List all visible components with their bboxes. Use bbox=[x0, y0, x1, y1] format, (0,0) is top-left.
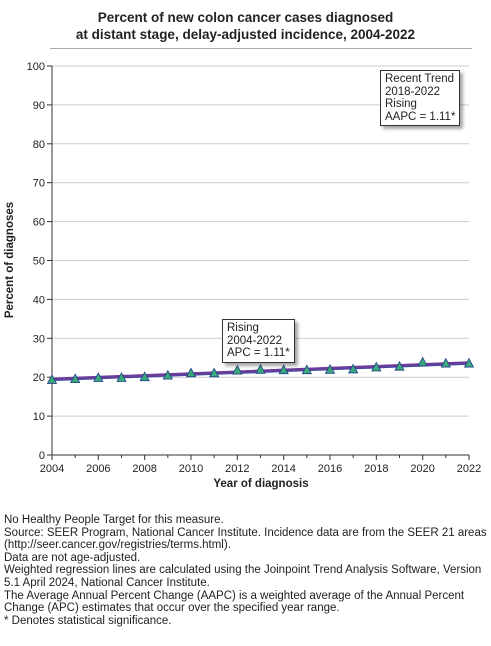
data-point-2018 bbox=[371, 361, 382, 372]
x-tick-label-2008: 2008 bbox=[132, 463, 156, 475]
data-point-2021 bbox=[440, 357, 451, 368]
y-tick-label-70: 70 bbox=[33, 178, 45, 190]
y-axis-title: Percent of diagnoses bbox=[4, 202, 16, 318]
recent-trend-line-1: Recent Trend bbox=[385, 73, 455, 85]
x-tick-label-2016: 2016 bbox=[318, 463, 342, 475]
data-point-2015 bbox=[301, 364, 312, 375]
footnotes: No Healthy People Target for this measur… bbox=[4, 514, 488, 627]
chart-title-line-1: Percent of new colon cancer cases diagno… bbox=[97, 10, 394, 25]
x-tick-label-2012: 2012 bbox=[225, 463, 249, 475]
observed-points bbox=[46, 356, 475, 384]
recent-trend-line-2: 2018-2022 bbox=[385, 85, 440, 98]
data-point-2011 bbox=[209, 367, 220, 378]
x-tick-label-2010: 2010 bbox=[179, 463, 203, 475]
chart-title: Percent of new colon cancer cases diagno… bbox=[0, 9, 491, 43]
recent-trend-line-4: AAPC = 1.11* bbox=[385, 110, 456, 123]
data-point-2019 bbox=[394, 360, 405, 371]
data-point-2007 bbox=[116, 372, 127, 382]
footnote-2: Source: SEER Program, National Cancer In… bbox=[4, 526, 487, 552]
y-tick-label-90: 90 bbox=[33, 100, 45, 112]
data-point-2004 bbox=[46, 374, 58, 384]
footnote-6: * Denotes statistical significance. bbox=[4, 614, 172, 627]
y-tick-label-30: 30 bbox=[33, 333, 45, 345]
segment-trend-annotation: Rising 2004-2022 APC = 1.11* bbox=[222, 319, 295, 363]
data-point-2008 bbox=[139, 371, 150, 382]
y-tick-label-60: 60 bbox=[33, 217, 45, 229]
recent-trend-annotation: Recent Trend 2018-2022 Rising AAPC = 1.1… bbox=[380, 70, 461, 126]
x-axis-title: Year of diagnosis bbox=[213, 478, 308, 490]
title-divider bbox=[50, 48, 472, 49]
footnote-5: The Average Annual Percent Change (AAPC)… bbox=[4, 589, 465, 615]
data-point-2006 bbox=[93, 372, 104, 382]
y-tick-label-80: 80 bbox=[33, 139, 45, 151]
y-tick-label-100: 100 bbox=[27, 61, 45, 73]
data-point-2016 bbox=[324, 363, 336, 374]
x-tick-label-2022: 2022 bbox=[457, 463, 481, 475]
data-point-2012 bbox=[232, 364, 243, 375]
data-point-2017 bbox=[348, 363, 359, 374]
chart-title-line-2: at distant stage, delay-adjusted inciden… bbox=[75, 27, 416, 42]
data-point-2005 bbox=[70, 373, 81, 384]
footnote-1: No Healthy People Target for this measur… bbox=[4, 514, 224, 526]
footnote-3: Data are not age-adjusted. bbox=[4, 551, 141, 564]
x-tick-label-2006: 2006 bbox=[86, 463, 110, 475]
data-point-2022 bbox=[463, 357, 475, 368]
data-point-2014 bbox=[278, 364, 289, 375]
footnote-4: Weighted regression lines are calculated… bbox=[4, 564, 482, 589]
data-point-2013 bbox=[255, 363, 266, 374]
axes bbox=[47, 65, 470, 460]
segment-trend-line-3: APC = 1.11* bbox=[227, 347, 290, 359]
y-tick-label-10: 10 bbox=[33, 411, 45, 423]
data-point-2009 bbox=[162, 369, 173, 380]
data-point-2020 bbox=[417, 356, 428, 367]
y-tick-label-20: 20 bbox=[33, 372, 45, 384]
y-tick-label-40: 40 bbox=[33, 294, 45, 306]
y-tick-label-0: 0 bbox=[39, 450, 45, 462]
tick-labels: 0 10 20 30 40 50 60 70 80 90 100 2004 2006 2008 2010 20… bbox=[27, 61, 482, 475]
x-tick-label-2014: 2014 bbox=[271, 463, 295, 475]
x-tick-label-2018: 2018 bbox=[364, 463, 388, 475]
segment-trend-line-1: Rising bbox=[227, 322, 259, 334]
data-point-2010 bbox=[185, 367, 197, 378]
y-tick-label-50: 50 bbox=[33, 256, 45, 268]
x-tick-label-2004: 2004 bbox=[40, 463, 64, 475]
segment-trend-line-2: 2004-2022 bbox=[227, 334, 282, 347]
x-tick-label-2020: 2020 bbox=[410, 463, 434, 475]
recent-trend-line-3: Rising bbox=[385, 98, 417, 110]
